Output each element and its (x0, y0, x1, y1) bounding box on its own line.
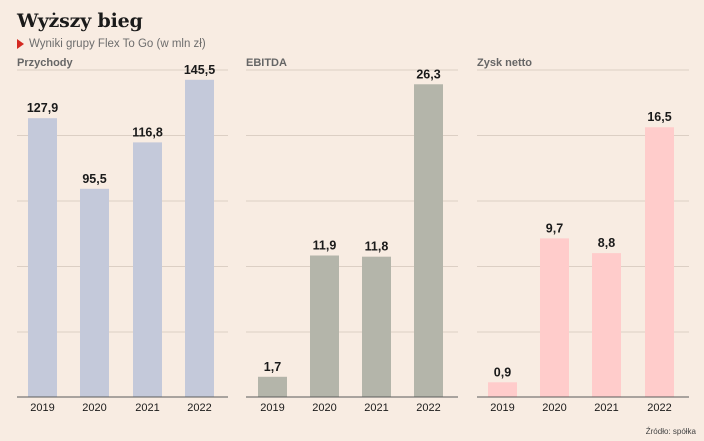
bar (258, 376, 287, 397)
bar (362, 256, 391, 397)
panel-title: Zysk netto (477, 57, 532, 69)
triangle-marker-icon (17, 39, 24, 49)
x-tick-label: 2019 (490, 402, 514, 414)
chart-title: Wyższy bieg (17, 10, 143, 32)
bar (540, 238, 569, 397)
x-tick-label: 2022 (187, 402, 211, 414)
x-tick-label: 2020 (82, 402, 106, 414)
data-label: 145,5 (184, 63, 215, 77)
bar (592, 253, 621, 397)
x-tick-label: 2021 (594, 402, 618, 414)
panel-title: Przychody (17, 57, 74, 69)
subtitle-text: Wyniki grupy Flex To Go (w mln zł) (29, 38, 206, 50)
x-tick-label: 2022 (647, 402, 671, 414)
x-tick-label: 2021 (364, 402, 388, 414)
data-label: 8,8 (598, 236, 615, 250)
data-label: 95,5 (82, 172, 106, 186)
x-tick-label: 2020 (312, 402, 336, 414)
data-label: 11,8 (365, 240, 389, 254)
source-note: Źródło: spółka (645, 427, 696, 436)
data-label: 9,7 (546, 221, 563, 235)
data-label: 1,7 (264, 360, 281, 374)
bar (645, 127, 674, 397)
chart-subtitle: Wyniki grupy Flex To Go (w mln zł) (17, 38, 206, 50)
data-label: 127,9 (27, 101, 58, 115)
bar (310, 255, 339, 397)
bar (28, 118, 57, 397)
x-tick-label: 2019 (30, 402, 54, 414)
bar (133, 142, 162, 397)
data-label: 0,9 (494, 365, 511, 379)
bar (80, 188, 109, 397)
data-label: 116,8 (132, 125, 163, 139)
data-label: 11,9 (313, 238, 337, 252)
bar (414, 84, 443, 397)
bar (488, 382, 517, 397)
data-label: 26,3 (416, 67, 440, 81)
x-tick-label: 2020 (542, 402, 566, 414)
x-tick-label: 2021 (135, 402, 159, 414)
panel-title: EBITDA (246, 57, 287, 69)
data-label: 16,5 (647, 110, 671, 124)
x-tick-label: 2019 (260, 402, 284, 414)
x-tick-label: 2022 (416, 402, 440, 414)
bar (185, 79, 214, 397)
